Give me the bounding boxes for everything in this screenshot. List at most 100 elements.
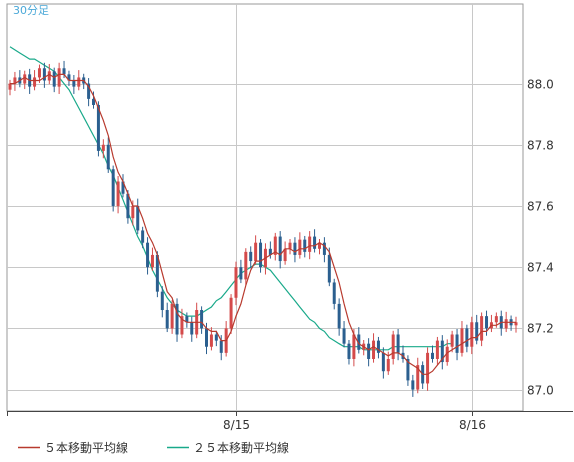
candle-body [175, 303, 179, 335]
plot-border [6, 3, 524, 412]
candle-body [155, 254, 159, 292]
candle-body [13, 77, 17, 84]
candle-body [391, 334, 395, 359]
candle-body [293, 242, 297, 255]
candle-body [205, 328, 209, 347]
candle-body [136, 205, 140, 231]
candle-body [440, 340, 444, 363]
candle-body [23, 74, 27, 84]
candle-body [42, 68, 46, 81]
candle-body [435, 340, 439, 359]
candle-body [342, 328, 346, 344]
candle-body [347, 343, 351, 359]
candle-body [219, 340, 223, 353]
candle-body [57, 68, 61, 87]
candle-body [47, 71, 51, 81]
candle-body [460, 328, 464, 353]
y-tick-label: 87.8 [527, 139, 554, 153]
candle-body [96, 104, 100, 151]
candle-body [322, 242, 326, 255]
candle-body [121, 181, 125, 194]
candle-body [126, 193, 130, 219]
candle-body [416, 365, 420, 390]
candle-body [337, 303, 341, 329]
candle-body [33, 77, 37, 87]
candle-body [470, 322, 474, 347]
candle-body [106, 144, 110, 170]
candle-body [111, 169, 115, 206]
candle-body [485, 316, 489, 329]
candle-body [406, 358, 410, 381]
legend: ５本移動平均線 ２５本移動平均線 [18, 440, 289, 455]
candle-body [8, 83, 12, 90]
candle-body [101, 144, 105, 151]
candle-body [283, 248, 287, 262]
candle-body [352, 334, 356, 359]
candle-body [278, 236, 282, 262]
y-tick-label: 87.2 [527, 322, 554, 336]
x-tick-label: 8/16 [459, 418, 486, 432]
candle-body [445, 346, 449, 363]
candle-body [92, 98, 96, 105]
candle-body [160, 291, 164, 311]
candle-body [244, 251, 248, 280]
candles-layer [8, 60, 518, 397]
candle-body [367, 343, 371, 359]
y-tick-label: 88.0 [527, 78, 554, 92]
candle-body [170, 303, 174, 329]
candle-body [87, 83, 91, 99]
candle-body [72, 80, 76, 87]
candle-body [426, 352, 430, 384]
candle-body [146, 242, 150, 268]
candle-body [514, 322, 518, 326]
candle-body [288, 242, 292, 249]
candle-body [372, 340, 376, 359]
candle-body [131, 205, 135, 219]
legend-label: ２５本移動平均線 [193, 440, 289, 455]
interval-label: 30分足 [13, 4, 49, 17]
candle-body [357, 334, 361, 350]
candle-body [430, 352, 434, 359]
candle-body [259, 242, 263, 268]
candle-body [37, 68, 41, 78]
candle-body [480, 316, 484, 341]
candle-body [180, 316, 184, 335]
ma5-layer [10, 73, 516, 375]
candle-body [475, 322, 479, 341]
candle-body [200, 310, 204, 329]
candle-body [214, 334, 218, 341]
candle-body [229, 297, 233, 329]
candle-body [313, 236, 317, 249]
candle-body [381, 352, 385, 372]
y-tick-label: 87.4 [527, 261, 554, 275]
candle-body [67, 74, 71, 81]
candle-body [376, 340, 380, 353]
candle-body [465, 328, 469, 347]
candle-body [239, 267, 243, 280]
candle-body [150, 254, 154, 268]
candle-body [209, 334, 213, 347]
candle-body [77, 77, 81, 87]
axes: 88.0 87.8 87.6 87.4 87.2 87.0 8/15 8/16 [7, 78, 573, 432]
candle-body [411, 380, 415, 390]
candle-body [185, 316, 189, 323]
candle-body [455, 334, 459, 353]
candle-body [268, 248, 272, 255]
ma5-line [10, 73, 516, 375]
candle-body [504, 319, 508, 329]
x-tick-label: 8/15 [223, 418, 250, 432]
candle-body [254, 242, 258, 262]
grid [6, 3, 524, 412]
candle-body [327, 254, 331, 283]
candle-body [308, 236, 312, 252]
candle-body [141, 230, 145, 243]
candle-body [450, 334, 454, 347]
candle-body [190, 322, 194, 335]
legend-label: ５本移動平均線 [44, 440, 128, 455]
candle-body [165, 310, 169, 329]
y-tick-label: 87.6 [527, 200, 554, 214]
candle-body [273, 236, 277, 255]
candle-body [386, 358, 390, 372]
